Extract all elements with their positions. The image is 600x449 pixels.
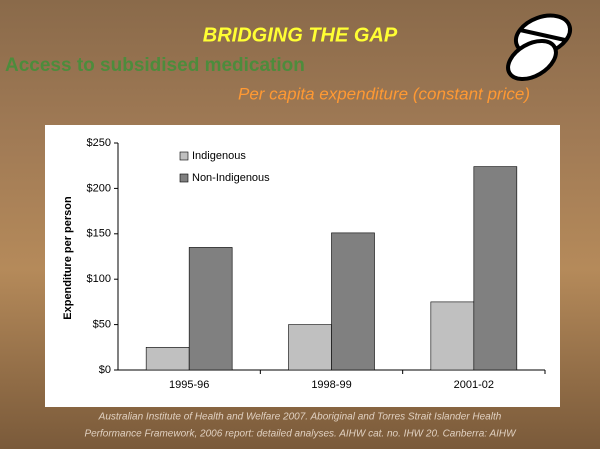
y-tick-label: $250 bbox=[87, 137, 111, 149]
y-tick-label: $50 bbox=[93, 319, 111, 331]
x-tick-label: 2001-02 bbox=[454, 379, 494, 391]
y-tick-label: $150 bbox=[87, 228, 111, 240]
y-tick-label: $200 bbox=[87, 182, 111, 194]
legend-swatch bbox=[179, 173, 189, 183]
legend-label: Indigenous bbox=[192, 150, 246, 162]
bar bbox=[145, 346, 190, 371]
subtitle: Access to subsidised medication bbox=[5, 55, 305, 76]
y-axis-label: Expenditure per person bbox=[62, 196, 74, 320]
legend-swatch bbox=[179, 151, 189, 161]
legend-label: Non-Indigenous bbox=[192, 172, 270, 184]
pill-icon bbox=[506, 13, 573, 81]
bar bbox=[188, 247, 233, 371]
bar bbox=[288, 324, 332, 371]
y-tick-label: $0 bbox=[99, 364, 111, 376]
y-tick-label: $100 bbox=[87, 273, 111, 285]
bar bbox=[331, 232, 375, 371]
bar bbox=[473, 166, 518, 371]
bar bbox=[430, 301, 475, 371]
tagline: Per capita expenditure (constant price) bbox=[238, 84, 530, 103]
title: BRIDGING THE GAP bbox=[203, 24, 398, 46]
source-line: Performance Framework, 2006 report: deta… bbox=[84, 429, 517, 440]
source-line: Australian Institute of Health and Welfa… bbox=[98, 412, 502, 423]
x-tick-label: 1995-96 bbox=[169, 379, 209, 391]
x-tick-label: 1998-99 bbox=[311, 379, 351, 391]
